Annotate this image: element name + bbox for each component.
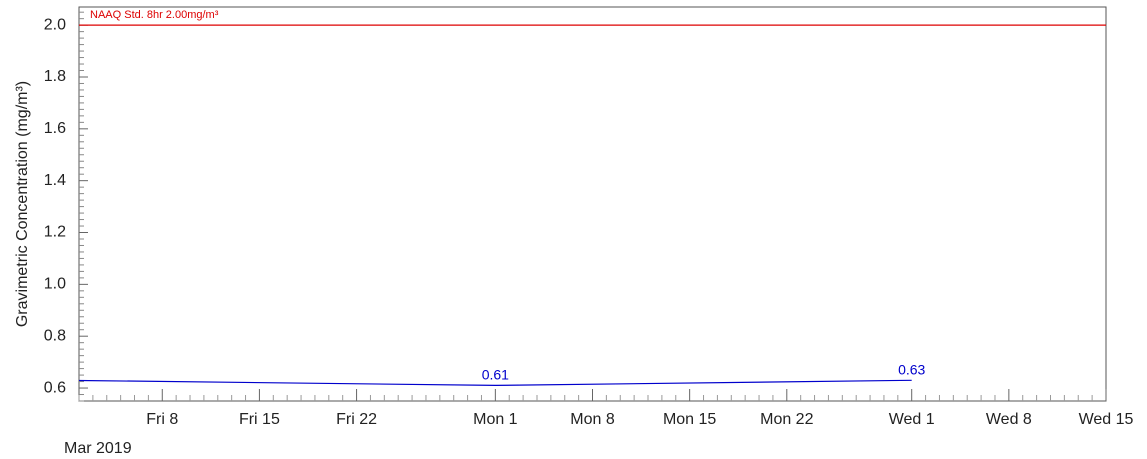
x-tick-label: Fri 22 [336, 411, 377, 428]
standard-reference-label: NAAQ Std. 8hr 2.00mg/m³ [90, 9, 219, 21]
x-tick-label: Mon 8 [570, 411, 615, 428]
x-tick-label: Fri 8 [146, 411, 178, 428]
y-tick-label: 1.8 [44, 68, 66, 85]
data-point-label: 0.63 [51, 361, 78, 377]
y-tick-label: 1.4 [44, 172, 66, 189]
x-tick-label: Mon 1 [473, 411, 518, 428]
x-tick-label: Mon 15 [663, 411, 716, 428]
y-tick-label: 1.6 [44, 120, 66, 137]
x-tick-label: Wed 15 [1079, 411, 1134, 428]
data-point-label: 0.63 [898, 361, 925, 377]
y-tick-label: 0.6 [44, 379, 66, 396]
x-tick-label: Wed 1 [889, 411, 935, 428]
y-axis-title: Gravimetric Concentration (mg/m³) [14, 81, 31, 327]
y-tick-label: 0.8 [44, 327, 66, 344]
x-tick-label: Fri 15 [239, 411, 280, 428]
y-tick-label: 1.2 [44, 224, 66, 241]
x-tick-label: Wed 8 [986, 411, 1032, 428]
y-tick-label: 1.0 [44, 276, 66, 293]
x-axis-month-label: Mar 2019 [64, 440, 132, 457]
data-point-label: 0.61 [482, 366, 509, 382]
x-tick-label: Mon 22 [760, 411, 813, 428]
series-line [79, 379, 912, 387]
y-tick-label: 2.0 [44, 16, 66, 33]
plot-frame [78, 6, 1107, 402]
